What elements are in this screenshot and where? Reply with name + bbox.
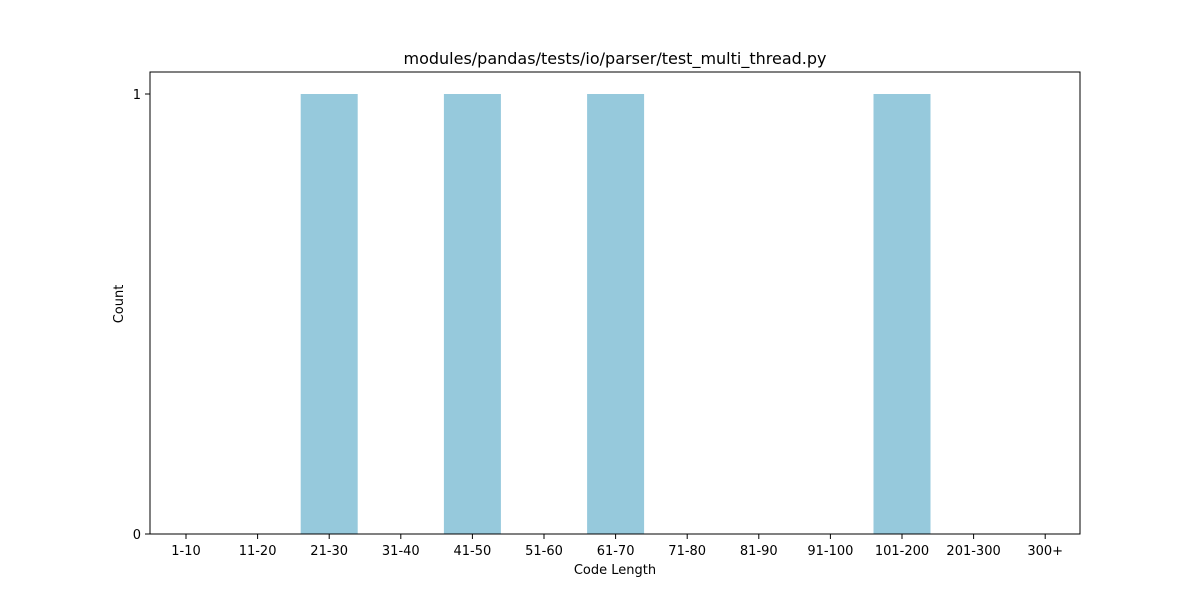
x-axis: 1-10 11-20 21-30 31-40 41-50 51-60 61-70 71-80 8… (171, 534, 1063, 559)
x-tick-label: 21-30 (310, 544, 348, 559)
x-tick-label: 51-60 (525, 544, 563, 559)
bar-101-200 (873, 94, 931, 534)
y-axis-title: Count (112, 285, 127, 324)
x-tick-label: 61-70 (597, 544, 635, 559)
x-tick-label: 71-80 (668, 544, 706, 559)
x-tick-label: 1-10 (171, 544, 201, 559)
bar-21-30 (300, 94, 358, 534)
y-tick-label: 1 (133, 88, 141, 103)
x-tick-label: 81-90 (740, 544, 778, 559)
y-axis: 01 (133, 88, 150, 543)
bars-group (300, 94, 931, 534)
x-tick-label: 101-200 (875, 544, 929, 559)
x-tick-label: 31-40 (382, 544, 420, 559)
bar-41-50 (443, 94, 501, 534)
y-tick-label: 0 (133, 528, 141, 543)
x-tick-label: 201-300 (946, 544, 1000, 559)
x-axis-title: Code Length (574, 563, 656, 578)
x-tick-label: 300+ (1027, 544, 1063, 559)
plot-area-frame (149, 71, 1081, 535)
x-tick-label: 11-20 (239, 544, 277, 559)
x-tick-label: 91-100 (807, 544, 853, 559)
bar-61-70 (587, 94, 645, 534)
x-tick-label: 41-50 (454, 544, 492, 559)
chart-title: modules/pandas/tests/io/parser/test_mult… (403, 49, 826, 69)
